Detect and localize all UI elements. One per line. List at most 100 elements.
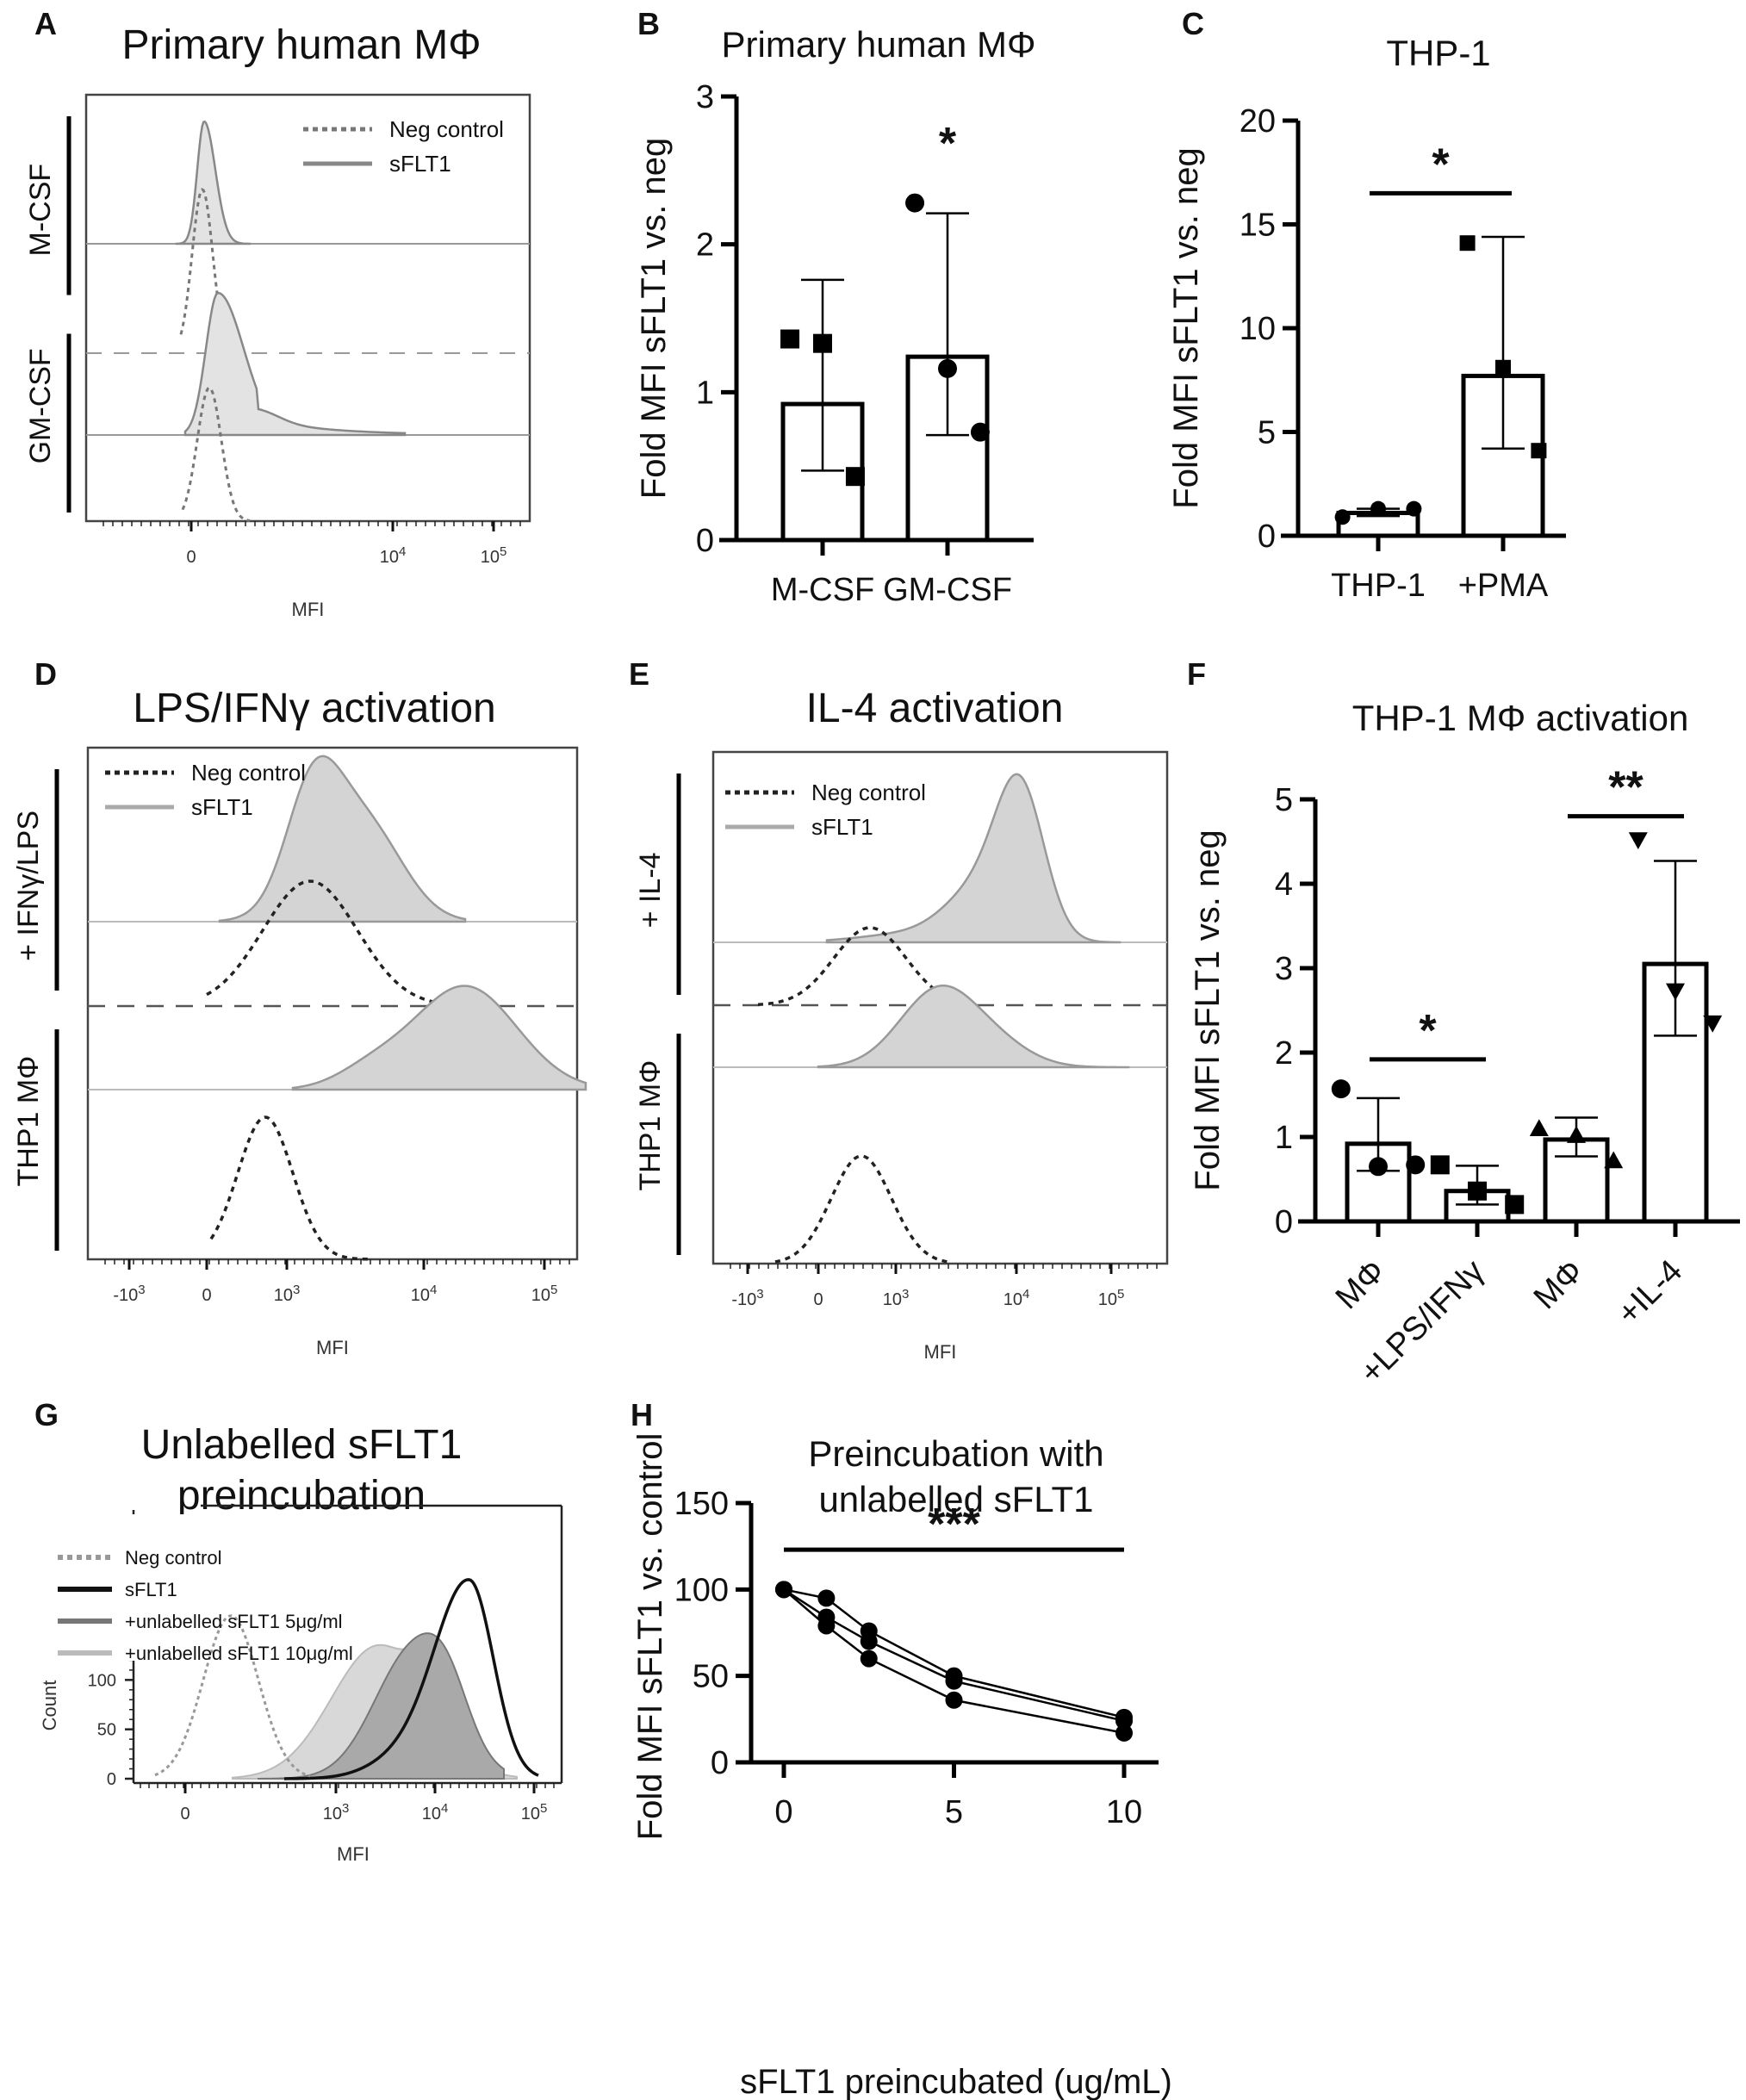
significance-star: * <box>1419 1006 1437 1056</box>
data-point <box>1406 1155 1426 1175</box>
data-point <box>845 467 865 487</box>
row-label: M-CSF <box>24 164 57 257</box>
histogram-neg-control <box>154 1614 311 1778</box>
y-tick-label: 0 <box>107 1770 116 1789</box>
plot-frame <box>711 750 1169 1265</box>
y-tick-label: 5 <box>1258 415 1276 451</box>
data-point <box>1331 1079 1351 1099</box>
x-tick-label: 103 <box>274 1283 301 1305</box>
x-tick-label: -103 <box>731 1287 763 1309</box>
panel-letter-b: B <box>637 6 660 41</box>
panel-d-title: LPS/IFNγ activation <box>133 686 496 731</box>
y-tick-label: 20 <box>1240 103 1276 140</box>
y-tick-label: 10 <box>1240 311 1276 347</box>
panel-letter-d: D <box>34 656 57 692</box>
y-tick-label: 0 <box>711 1745 729 1781</box>
data-point <box>1529 1119 1549 1136</box>
panel-letter-a: A <box>34 6 57 41</box>
y-axis-label: Fold MFI sFLT1 vs. neg <box>1167 147 1205 508</box>
panel-f-title: THP-1 MΦ activation <box>1352 698 1689 738</box>
legend-label: sFLT1 <box>389 151 451 177</box>
panel-h-title-line1: Preincubation with <box>808 1433 1103 1474</box>
y-tick-label: 3 <box>1275 951 1293 987</box>
y-tick-label: 1 <box>1275 1120 1293 1156</box>
x-axis-label: MFI <box>316 1337 349 1358</box>
y-tick-label: 3 <box>696 79 714 115</box>
x-axis-label: MFI <box>292 599 325 620</box>
row-label: + IL-4 <box>634 852 667 928</box>
legend-label: Neg control <box>389 116 504 142</box>
row-label: + IFNγ/LPS <box>12 811 45 961</box>
panel-letter-h: H <box>631 1397 653 1432</box>
panel-a-histogram: 0 104 105 MFI M-CSF GM-CSF Neg control sFLT1 <box>24 93 531 620</box>
legend-label: sFLT1 <box>191 794 253 820</box>
plot-frame <box>84 93 531 523</box>
panel-c-title: THP-1 <box>1386 33 1490 73</box>
x-tick-label: 0 <box>813 1290 823 1309</box>
data-point <box>775 1581 792 1599</box>
data-point <box>1334 509 1351 525</box>
panel-h-line-chart: 0 50 100 150 0 5 10 sFLT1 preincubated (ug/mL) F… <box>631 1433 1172 2100</box>
x-tick-label: 105 <box>481 544 507 567</box>
x-tick-label: +PMA <box>1458 568 1549 604</box>
y-axis-label: Fold MFI sFLT1 vs. neg <box>635 138 673 499</box>
x-tick-label: -103 <box>113 1283 145 1305</box>
data-point <box>970 422 990 442</box>
legend-label: Neg control <box>191 760 306 786</box>
histogram-neg-thp1 <box>774 1154 948 1264</box>
histogram-sflt1 <box>283 1578 539 1780</box>
y-tick-label: 2 <box>696 227 714 264</box>
series-line <box>783 1588 1125 1735</box>
x-tick-label: 105 <box>521 1801 548 1824</box>
data-point <box>1495 359 1511 376</box>
x-tick-label: 103 <box>323 1801 350 1824</box>
histogram-unlabelled-5 <box>258 1632 505 1780</box>
data-point <box>1369 1157 1388 1177</box>
significance-star: *** <box>928 1500 980 1550</box>
x-axis-label: MFI <box>924 1341 957 1363</box>
data-point <box>1115 1712 1133 1730</box>
row-label: GM-CSF <box>24 348 57 463</box>
data-point <box>1468 1181 1487 1201</box>
significance-star: ** <box>1608 763 1643 813</box>
data-point <box>1505 1195 1525 1215</box>
x-tick-label: 104 <box>411 1283 438 1305</box>
data-point <box>938 358 957 378</box>
panel-b-bar-chart: 0 1 2 3 Fold MFI sFLT1 vs. neg M-CSF GM-CSF * <box>635 79 1034 608</box>
panel-e-histogram: -103 0 103 104 105 MFI + IL-4 THP1 MΦ Neg contro… <box>634 750 1169 1363</box>
x-tick-label: MΦ <box>1329 1253 1393 1317</box>
x-tick-label: 103 <box>883 1287 910 1309</box>
y-tick-label: 100 <box>674 1572 729 1608</box>
y-axis-label: Fold MFI sFLT1 vs. neg <box>1189 829 1227 1190</box>
data-point <box>860 1632 878 1650</box>
panel-g-title-line2: preincubation <box>177 1473 426 1519</box>
data-point <box>813 333 832 353</box>
data-point <box>905 193 925 213</box>
x-tick-label: THP-1 <box>1331 568 1426 604</box>
x-tick-label: 5 <box>945 1794 963 1830</box>
panel-g-histogram: 050100150Count0103104105MFINeg controlsF… <box>39 1504 563 1865</box>
data-point <box>817 1617 836 1635</box>
y-tick-label: 2 <box>1275 1035 1293 1072</box>
panel-a-title: Primary human MΦ <box>121 22 481 68</box>
y-tick-label: 1 <box>696 375 714 411</box>
histogram-sflt1-mcsf <box>175 120 252 245</box>
x-tick-label: 104 <box>1003 1287 1030 1309</box>
legend-label: Neg control <box>811 780 926 805</box>
data-point <box>1628 832 1648 850</box>
x-axis-label: MFI <box>337 1843 370 1865</box>
data-point <box>945 1691 963 1709</box>
histogram-neg-thp1 <box>209 1115 371 1261</box>
data-point <box>1666 983 1685 1001</box>
x-tick-label: M-CSF <box>771 572 874 608</box>
significance-star: * <box>939 119 957 169</box>
x-tick-label: 105 <box>531 1283 558 1305</box>
data-point <box>1567 1126 1586 1143</box>
y-axis-label: Count <box>39 1681 60 1731</box>
data-point <box>1604 1151 1624 1169</box>
row-label: THP1 MΦ <box>12 1056 45 1187</box>
panel-letter-f: F <box>1187 656 1206 692</box>
legend-label: Neg control <box>125 1547 222 1569</box>
